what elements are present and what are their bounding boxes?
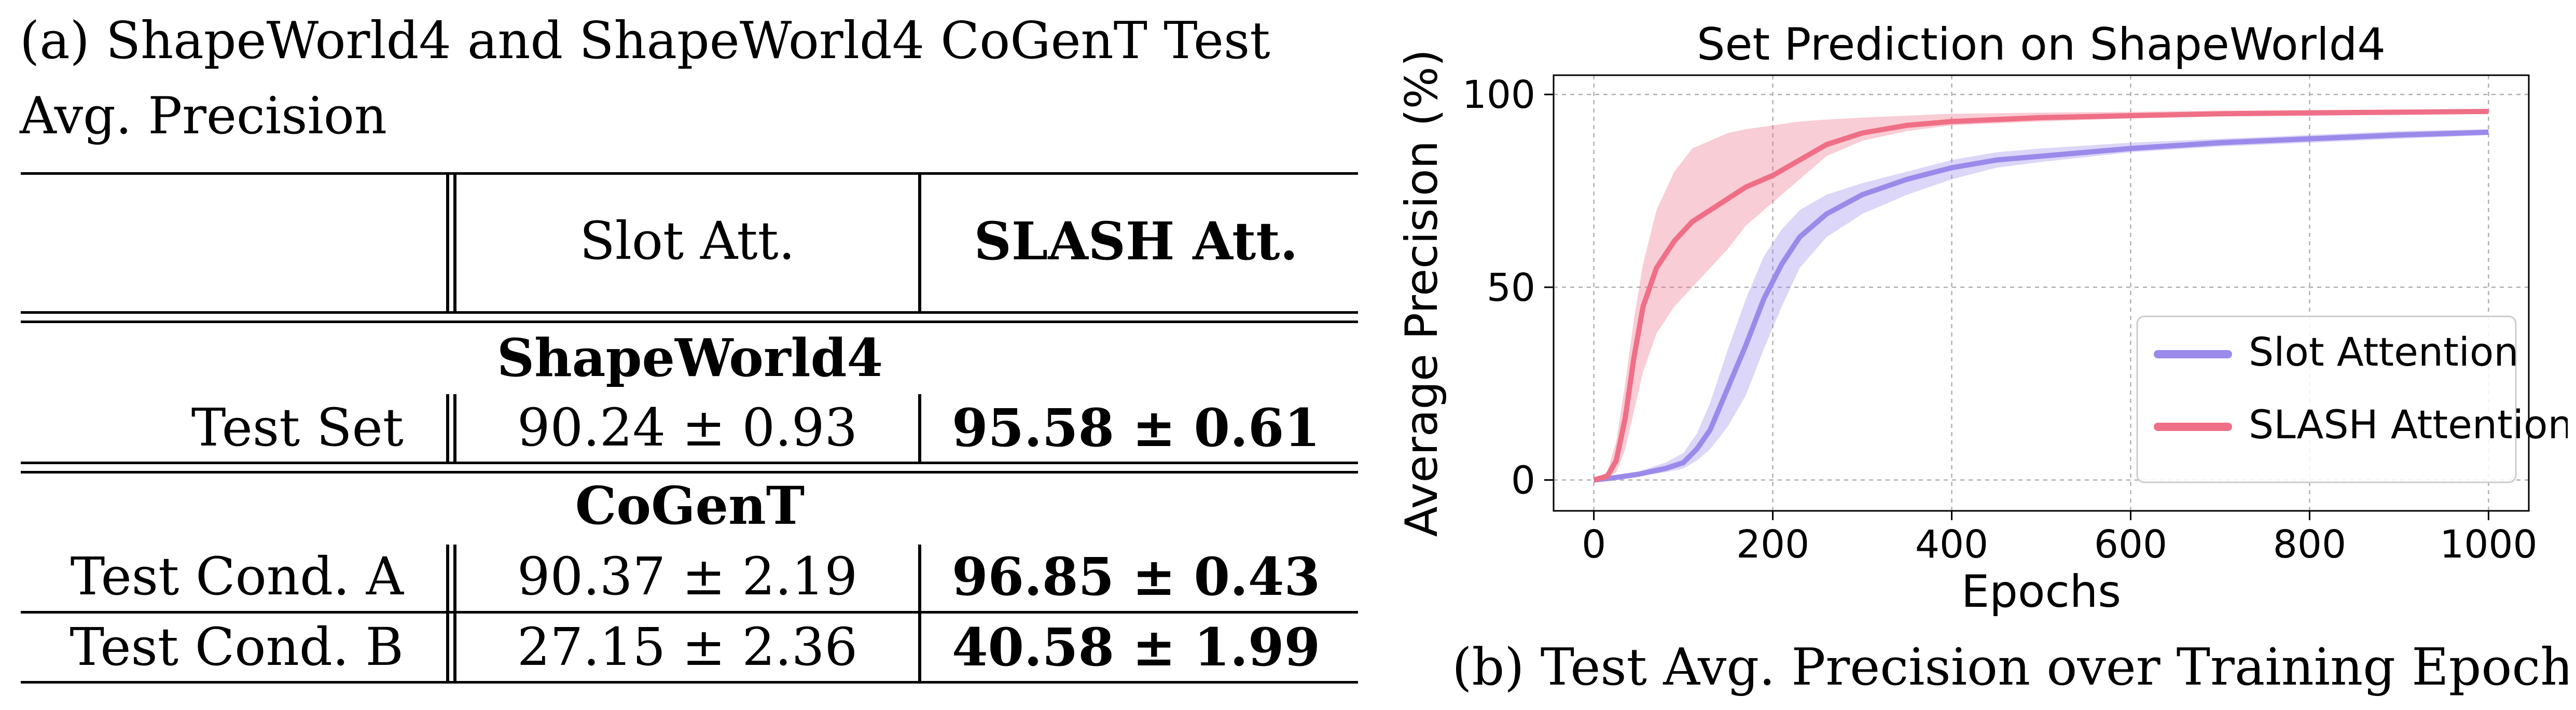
header-slash-attention: SLASH Att. bbox=[974, 211, 1298, 272]
row-test-set-slot: 90.24 ± 0.93 bbox=[517, 397, 858, 458]
axis-ticks: 0 200 400 600 800 1000 0 50 100 bbox=[1462, 73, 2538, 567]
header-double-rule-bottom bbox=[21, 321, 1358, 323]
table-caption: (a) ShapeWorld4 and ShapeWorld4 CoGenT T… bbox=[20, 11, 1270, 71]
row-label-test-set: Test Set bbox=[191, 397, 404, 458]
rows23-double-vline-left bbox=[446, 545, 449, 681]
plot-frame bbox=[1553, 74, 2530, 512]
y-tick-label: 50 bbox=[1487, 266, 1535, 310]
row-test-cond-b-slash: 40.58 ± 1.99 bbox=[951, 617, 1321, 678]
chart-caption: (b) Test Avg. Precision over Training Ep… bbox=[1452, 638, 2568, 697]
header-double-vline-left bbox=[446, 175, 449, 311]
y-tick-label: 100 bbox=[1462, 73, 1535, 117]
group1-double-rule-top bbox=[21, 462, 1358, 464]
chart-title: Set Prediction on ShapeWorld4 bbox=[1697, 19, 2386, 71]
row-test-set-slash: 95.58 ± 0.61 bbox=[951, 397, 1321, 458]
row-test-cond-b-slot: 27.15 ± 2.36 bbox=[517, 617, 858, 677]
header-col-separator bbox=[918, 175, 921, 311]
x-tick-label: 1000 bbox=[2440, 522, 2537, 567]
row1-col-separator bbox=[918, 394, 921, 462]
x-tick-label: 200 bbox=[1736, 522, 1809, 567]
legend-box bbox=[2136, 315, 2517, 483]
confidence-band-slot-attention bbox=[1594, 129, 2489, 480]
confidence-bands bbox=[1594, 109, 2489, 480]
header-double-vline-right bbox=[453, 175, 456, 311]
x-axis-label: Epochs bbox=[1961, 566, 2121, 618]
set-prediction-chart: 0 200 400 600 800 1000 0 50 100 Set Prediction o… bbox=[1396, 19, 2568, 697]
bottom-rule bbox=[21, 681, 1358, 684]
row-test-cond-a-slot: 90.37 ± 2.19 bbox=[517, 546, 858, 607]
row-test-cond-a-slash: 96.85 ± 0.43 bbox=[951, 546, 1321, 607]
row1-double-vline-right bbox=[453, 394, 456, 462]
row-separator-rule bbox=[21, 611, 1358, 614]
legend-label-slash-attention: SLASH Attention bbox=[2249, 401, 2568, 448]
y-tick-label: 0 bbox=[1511, 458, 1535, 503]
table-caption-continued: Avg. Precision bbox=[20, 87, 387, 146]
top-rule bbox=[21, 172, 1358, 175]
header-double-rule-top bbox=[21, 311, 1358, 314]
legend-label-slot-attention: Slot Attention bbox=[2249, 329, 2519, 375]
group-title-cogent: CoGenT bbox=[575, 475, 805, 536]
x-tick-label: 0 bbox=[1582, 522, 1606, 567]
group1-double-rule-bottom bbox=[21, 471, 1358, 474]
rows23-col-separator bbox=[918, 545, 921, 681]
row-label-test-cond-b: Test Cond. B bbox=[70, 617, 404, 677]
group-title-shapeworld4: ShapeWorld4 bbox=[496, 327, 883, 388]
grid-lines bbox=[1554, 75, 2529, 511]
series-lines bbox=[1593, 108, 2489, 483]
y-axis-label: Average Precision (%) bbox=[1396, 49, 1448, 537]
header-slot-attention: Slot Att. bbox=[579, 211, 795, 271]
x-tick-label: 400 bbox=[1915, 522, 1988, 567]
row-label-test-cond-a: Test Cond. A bbox=[70, 546, 404, 607]
chart-legend: Slot Attention SLASH Attention bbox=[2136, 315, 2568, 483]
x-tick-label: 600 bbox=[2094, 522, 2167, 567]
series-line-slash-attention bbox=[1593, 108, 2489, 483]
row1-double-vline-left bbox=[446, 394, 449, 462]
results-table-panel: (a) ShapeWorld4 and ShapeWorld4 CoGenT T… bbox=[20, 11, 1358, 684]
x-tick-label: 800 bbox=[2273, 522, 2346, 567]
series-line-slot-attention bbox=[1594, 130, 2489, 483]
rows23-double-vline-right bbox=[453, 545, 456, 681]
